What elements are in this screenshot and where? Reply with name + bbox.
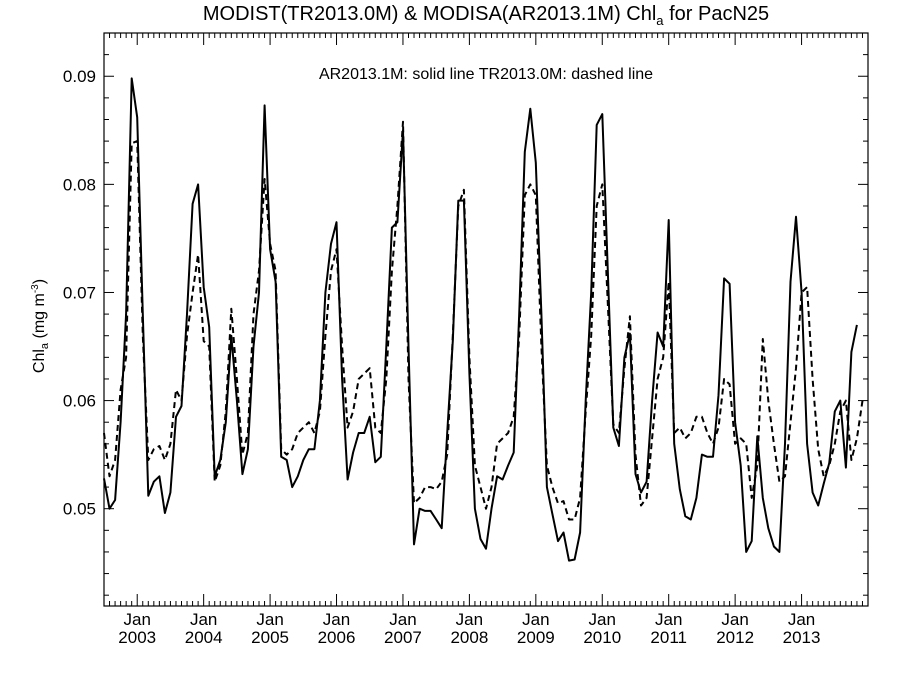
series-line-solid	[103, 77, 858, 562]
x-tick-label-month: Jan	[788, 610, 815, 629]
x-tick-label-year: 2005	[251, 628, 289, 647]
series-line-dashed	[103, 120, 864, 521]
y-axis-label: Chla (mg m-3)	[30, 279, 51, 373]
line-style-annotation: AR2013.1M: solid line TR2013.0M: dashed …	[319, 66, 653, 83]
y-tick-label: 0.07	[63, 283, 96, 302]
x-tick-label-month: Jan	[522, 610, 549, 629]
axes: 0.050.060.070.080.09Jan2003Jan2004Jan200…	[63, 32, 869, 647]
data-series	[103, 77, 864, 562]
x-tick-label-year: 2012	[716, 628, 754, 647]
y-tick-label: 0.09	[63, 67, 96, 86]
x-tick-label-year: 2003	[118, 628, 156, 647]
x-tick-label-year: 2010	[583, 628, 621, 647]
x-tick-label-year: 2008	[450, 628, 488, 647]
y-tick-label: 0.06	[63, 392, 96, 411]
x-tick-label-year: 2009	[517, 628, 555, 647]
x-tick-label-month: Jan	[124, 610, 151, 629]
x-tick-label-month: Jan	[256, 610, 283, 629]
y-tick-label: 0.05	[63, 500, 96, 519]
x-tick-label-month: Jan	[589, 610, 616, 629]
x-tick-label-month: Jan	[655, 610, 682, 629]
x-tick-label-month: Jan	[389, 610, 416, 629]
x-tick-label-year: 2011	[650, 628, 687, 647]
x-tick-label-month: Jan	[190, 610, 217, 629]
y-tick-label: 0.08	[63, 175, 96, 194]
x-tick-label-year: 2013	[783, 628, 821, 647]
x-tick-label-year: 2007	[384, 628, 422, 647]
chart-title: MODIST(TR2013.0M) & MODISA(AR2013.1M) Ch…	[203, 3, 769, 28]
x-tick-label-year: 2006	[318, 628, 356, 647]
x-tick-label-month: Jan	[323, 610, 350, 629]
x-tick-label-month: Jan	[456, 610, 483, 629]
x-tick-label-year: 2004	[185, 628, 223, 647]
x-tick-label-month: Jan	[721, 610, 748, 629]
